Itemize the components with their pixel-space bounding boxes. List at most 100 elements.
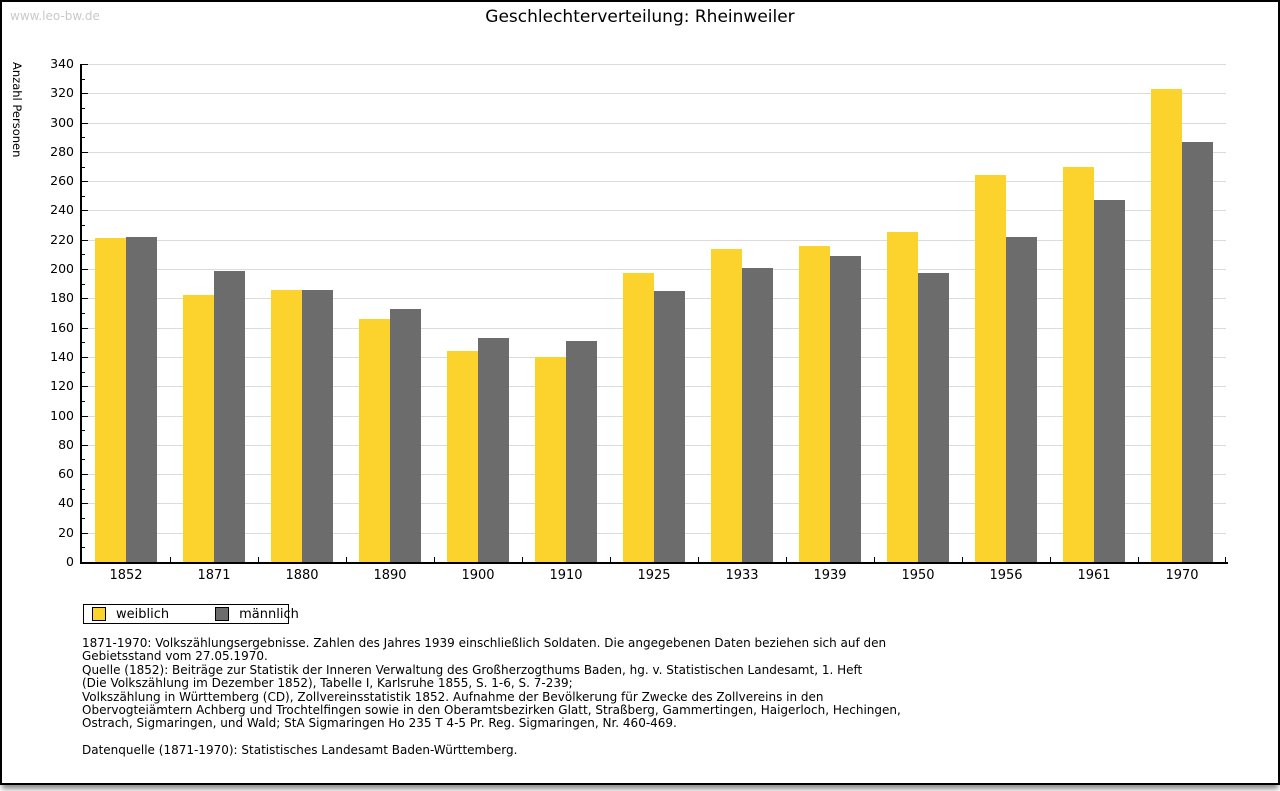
y-axis-label-120: 120 (50, 378, 74, 394)
y-tick-70 (82, 459, 85, 461)
y-tick-300 (82, 122, 88, 124)
bar-männlich-1910 (566, 341, 597, 562)
footnote-line-6: Ostrach, Sigmaringen, und Wald; StA Sigm… (82, 716, 677, 731)
y-tick-60 (82, 474, 88, 476)
y-tick-80 (82, 444, 88, 446)
y-axis-label-0: 0 (66, 554, 74, 569)
y-axis-label-320: 320 (50, 85, 74, 101)
bar-weiblich-1950 (887, 232, 918, 562)
y-axis-label-20: 20 (58, 524, 74, 540)
legend-label-weiblich: weiblich (116, 606, 170, 622)
chart-title: Geschlechterverteilung: Rheinweiler (485, 7, 795, 27)
x-axis-label-1939: 1939 (813, 568, 847, 583)
x-axis-label-1950: 1950 (901, 568, 935, 583)
footnote-line-4: Volkszählung in Württemberg (CD), Zollve… (82, 689, 824, 704)
footnote-line-3: (Die Volkszählung im Dezember 1852), Tab… (82, 676, 573, 691)
gridline-300 (82, 122, 1226, 124)
y-tick-260 (82, 181, 88, 183)
x-axis-label-1970: 1970 (1165, 568, 1199, 583)
y-axis-label-40: 40 (58, 495, 74, 511)
bar-männlich-1956 (1006, 237, 1037, 562)
y-axis-label-240: 240 (50, 202, 74, 218)
x-tick-6 (610, 557, 611, 562)
bar-weiblich-1939 (799, 246, 830, 562)
gridline-200 (82, 269, 1226, 271)
gridline-340 (82, 64, 1226, 65)
bar-weiblich-1852 (95, 238, 126, 562)
y-tick-100 (82, 415, 88, 417)
y-axis-label-160: 160 (50, 319, 74, 335)
bar-weiblich-1880 (271, 290, 302, 562)
y-axis-label-220: 220 (50, 231, 74, 247)
x-tick-8 (786, 557, 787, 562)
bar-männlich-1939 (830, 256, 861, 562)
x-tick-1 (170, 557, 171, 562)
y-axis-label-340: 340 (50, 56, 74, 71)
bar-weiblich-1900 (447, 351, 478, 562)
x-axis-label-1880: 1880 (285, 568, 319, 583)
y-tick-90 (82, 430, 85, 432)
y-axis-line (80, 64, 82, 564)
y-tick-130 (82, 371, 85, 373)
y-tick-180 (82, 298, 88, 300)
legend-label-maennlich: männlich (239, 606, 299, 622)
gridline-260 (82, 181, 1226, 183)
x-axis-label-1961: 1961 (1077, 568, 1111, 583)
legend-item-maennlich: männlich (207, 607, 299, 622)
y-axis-label-300: 300 (50, 114, 74, 130)
y-axis-label-260: 260 (50, 173, 74, 189)
footnotes: 1871-1970: Volkszählungsergebnisse. Zahl… (82, 636, 901, 757)
y-tick-210 (82, 254, 85, 256)
bar-weiblich-1925 (623, 273, 654, 562)
x-axis-label-1871: 1871 (197, 568, 231, 583)
y-tick-320 (82, 93, 88, 95)
y-tick-240 (82, 210, 88, 212)
legend-item-weiblich: weiblich (84, 607, 169, 622)
bar-männlich-1871 (214, 271, 245, 562)
x-tick-5 (522, 557, 523, 562)
y-axis-title: Anzahl Personen (10, 62, 24, 158)
bar-weiblich-1871 (183, 295, 214, 562)
bar-weiblich-1890 (359, 319, 390, 562)
y-axis-label-100: 100 (50, 407, 74, 423)
bar-weiblich-1956 (975, 175, 1006, 562)
y-axis-label-140: 140 (50, 348, 74, 364)
y-axis-label-200: 200 (50, 261, 74, 277)
x-axis-label-1900: 1900 (461, 568, 495, 583)
y-axis-label-180: 180 (50, 290, 74, 306)
y-tick-250 (82, 195, 85, 197)
x-axis-label-1910: 1910 (549, 568, 583, 583)
y-tick-50 (82, 488, 85, 490)
x-tick-7 (698, 557, 699, 562)
x-axis-line (80, 562, 1228, 564)
y-tick-20 (82, 532, 88, 534)
y-tick-160 (82, 327, 88, 329)
watermark-url: www.leo-bw.de (10, 9, 100, 23)
footnote-line-5: Obervogteiämtern Achberg und Trochtelfin… (82, 703, 901, 718)
x-axis-label-1852: 1852 (109, 568, 143, 583)
y-tick-200 (82, 269, 88, 271)
bar-männlich-1950 (918, 273, 949, 562)
x-tick-12 (1138, 557, 1139, 562)
y-tick-110 (82, 400, 85, 402)
bar-männlich-1852 (126, 237, 157, 562)
footnote-line-2: Quelle (1852): Beiträge zur Statistik de… (82, 662, 863, 677)
y-tick-310 (82, 107, 85, 109)
footnote-line-0: 1871-1970: Volkszählungsergebnisse. Zahl… (82, 636, 887, 650)
x-tick-13 (1225, 557, 1226, 562)
x-axis-label-1925: 1925 (637, 568, 671, 583)
y-tick-340 (82, 64, 88, 65)
footnote-datasource: Datenquelle (1871-1970): Statistisches L… (82, 742, 518, 757)
x-tick-9 (874, 557, 875, 562)
y-tick-170 (82, 313, 85, 314)
y-tick-40 (82, 503, 88, 505)
x-axis-label-1933: 1933 (725, 568, 759, 583)
x-tick-11 (1050, 557, 1051, 562)
bar-männlich-1961 (1094, 200, 1125, 562)
x-axis-label-1890: 1890 (373, 568, 407, 583)
bar-männlich-1933 (742, 268, 773, 562)
bar-männlich-1900 (478, 338, 509, 562)
legend: weiblich männlich (83, 604, 299, 624)
y-tick-270 (82, 166, 85, 168)
